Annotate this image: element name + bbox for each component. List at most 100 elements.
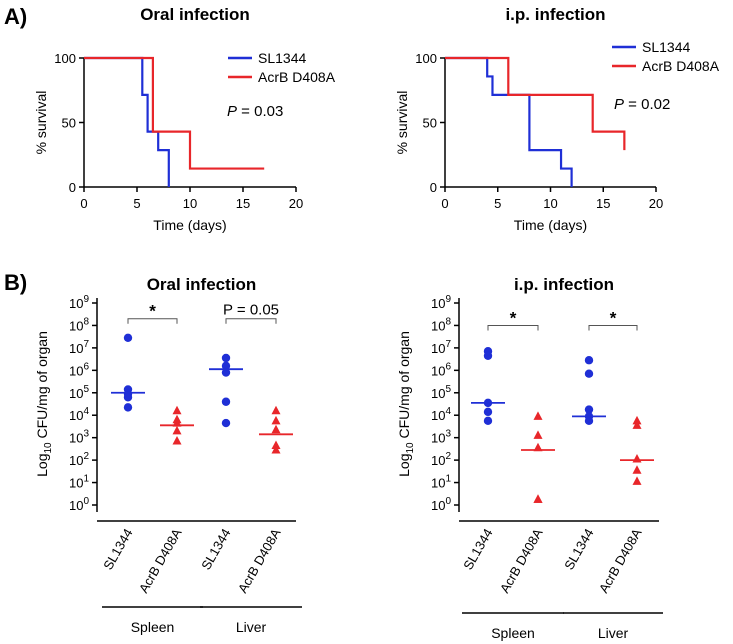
significance-bracket (225, 318, 277, 324)
data-point-sl1344 (123, 393, 133, 402)
y-axis-label-sub: 10 (43, 442, 54, 454)
legend-label-acrb: AcrB D408A (642, 58, 720, 74)
x-tick-label: 10 (183, 196, 197, 211)
legend-label-sl1344: SL1344 (258, 50, 306, 66)
y-axis-label: Log10 CFU/mg of organ (34, 331, 54, 477)
data-point-acrb (271, 445, 281, 454)
data-point-sl1344 (123, 403, 133, 412)
data-point-sl1344 (221, 361, 231, 371)
significance-label: * (510, 308, 517, 327)
y-axis-label: Log10 CFU/mg of organ (396, 331, 416, 477)
data-point-acrb (271, 424, 281, 434)
y-tick-exponent: 8 (445, 316, 451, 327)
p-value: = 0.02 (624, 96, 670, 113)
y-tick-base: 10 (69, 341, 83, 356)
data-point-acrb (271, 405, 281, 415)
x-axis-label: Time (days) (153, 217, 226, 233)
y-tick-label: 100 (415, 51, 437, 66)
chart-title: Oral infection (140, 5, 250, 24)
y-tick-base: 10 (431, 296, 445, 311)
survival-line-acrb (84, 56, 265, 170)
y-tick-label: 106 (69, 361, 89, 378)
x-tick-label: 20 (649, 196, 663, 211)
x-tick-label: 15 (596, 196, 610, 211)
data-point-sl1344 (221, 368, 231, 377)
y-tick-base: 10 (431, 453, 445, 468)
y-tick-label: 103 (431, 429, 451, 446)
data-point-sl1344 (483, 351, 493, 360)
y-tick-label: 104 (69, 406, 89, 423)
chart-title: Oral infection (147, 275, 257, 294)
y-tick-label: 105 (431, 384, 451, 401)
p-value: = 0.03 (237, 103, 283, 120)
data-point-sl1344 (123, 333, 133, 342)
data-point-acrb (632, 420, 642, 429)
y-tick-base: 10 (69, 498, 83, 513)
y-tick-base: 10 (431, 386, 445, 401)
ip-cfu-chart: i.p. infection10010110210310410510610710… (396, 275, 663, 641)
y-tick-base: 10 (431, 363, 445, 378)
y-axis-label-log: Log (396, 454, 412, 477)
y-tick-base: 10 (69, 296, 83, 311)
y-tick-base: 10 (431, 476, 445, 491)
y-tick-label: 107 (69, 339, 89, 356)
y-axis-label: % survival (394, 91, 410, 155)
y-tick-exponent: 8 (83, 316, 89, 327)
data-point-acrb (533, 494, 543, 503)
ip-survival-chart: i.p. infection 0 50 100 0 5 10 15 20 Time (days)%… (394, 5, 720, 233)
x-tick-label: 0 (80, 196, 87, 211)
y-tick-exponent: 5 (445, 384, 451, 395)
data-point-sl1344 (483, 407, 493, 417)
y-tick-label: 101 (69, 474, 89, 491)
data-point-acrb (271, 415, 281, 425)
p-symbol: P (614, 96, 624, 113)
y-tick-label: 107 (431, 339, 451, 356)
y-tick-exponent: 3 (445, 429, 451, 440)
data-point-sl1344 (584, 369, 594, 378)
legend-label-sl1344: SL1344 (642, 39, 690, 55)
y-tick-label: 102 (69, 451, 89, 468)
chart-title: i.p. infection (505, 5, 605, 24)
data-point-acrb (632, 415, 642, 425)
y-tick-base: 10 (69, 363, 83, 378)
y-axis-label-sub: 10 (405, 442, 416, 454)
y-tick-label: 0 (69, 180, 76, 195)
y-tick-exponent: 1 (445, 474, 451, 485)
group-label: Liver (598, 625, 629, 641)
y-tick-label: 100 (431, 496, 451, 513)
category-label: SL1344 (198, 526, 233, 572)
y-tick-label: 50 (62, 116, 76, 131)
chart-title: i.p. infection (514, 275, 614, 294)
y-tick-label: 104 (431, 406, 451, 423)
y-tick-label: 106 (431, 361, 451, 378)
y-tick-exponent: 3 (83, 429, 89, 440)
y-tick-label: 105 (69, 384, 89, 401)
y-tick-base: 10 (69, 476, 83, 491)
data-point-sl1344 (483, 416, 493, 426)
y-tick-base: 10 (431, 431, 445, 446)
y-tick-base: 10 (69, 453, 83, 468)
category-label: AcrB D408A (596, 526, 645, 596)
category-label: AcrB D408A (497, 526, 546, 596)
p-value-annotation: P = 0.02 (614, 96, 670, 113)
y-tick-base: 10 (69, 386, 83, 401)
data-point-sl1344 (584, 416, 594, 426)
category-label: SL1344 (561, 526, 596, 572)
x-tick-label: 15 (236, 196, 250, 211)
y-tick-exponent: 7 (445, 339, 451, 350)
oral-survival-chart: Oral infection 0 50 100 0 5 10 15 20 Time (days)%… (33, 5, 336, 233)
survival-line-sl1344 (84, 56, 170, 187)
data-point-acrb (533, 411, 543, 420)
y-tick-label: 108 (69, 316, 89, 333)
significance-label: * (149, 302, 156, 321)
category-label: AcrB D408A (136, 526, 185, 596)
significance-bracket (588, 324, 638, 331)
y-tick-exponent: 4 (445, 406, 451, 417)
data-point-sl1344 (221, 353, 231, 363)
y-tick-label: 109 (431, 294, 451, 311)
y-tick-base: 10 (431, 318, 445, 333)
x-tick-label: 0 (441, 196, 448, 211)
y-tick-base: 10 (431, 408, 445, 423)
data-point-sl1344 (221, 397, 231, 406)
